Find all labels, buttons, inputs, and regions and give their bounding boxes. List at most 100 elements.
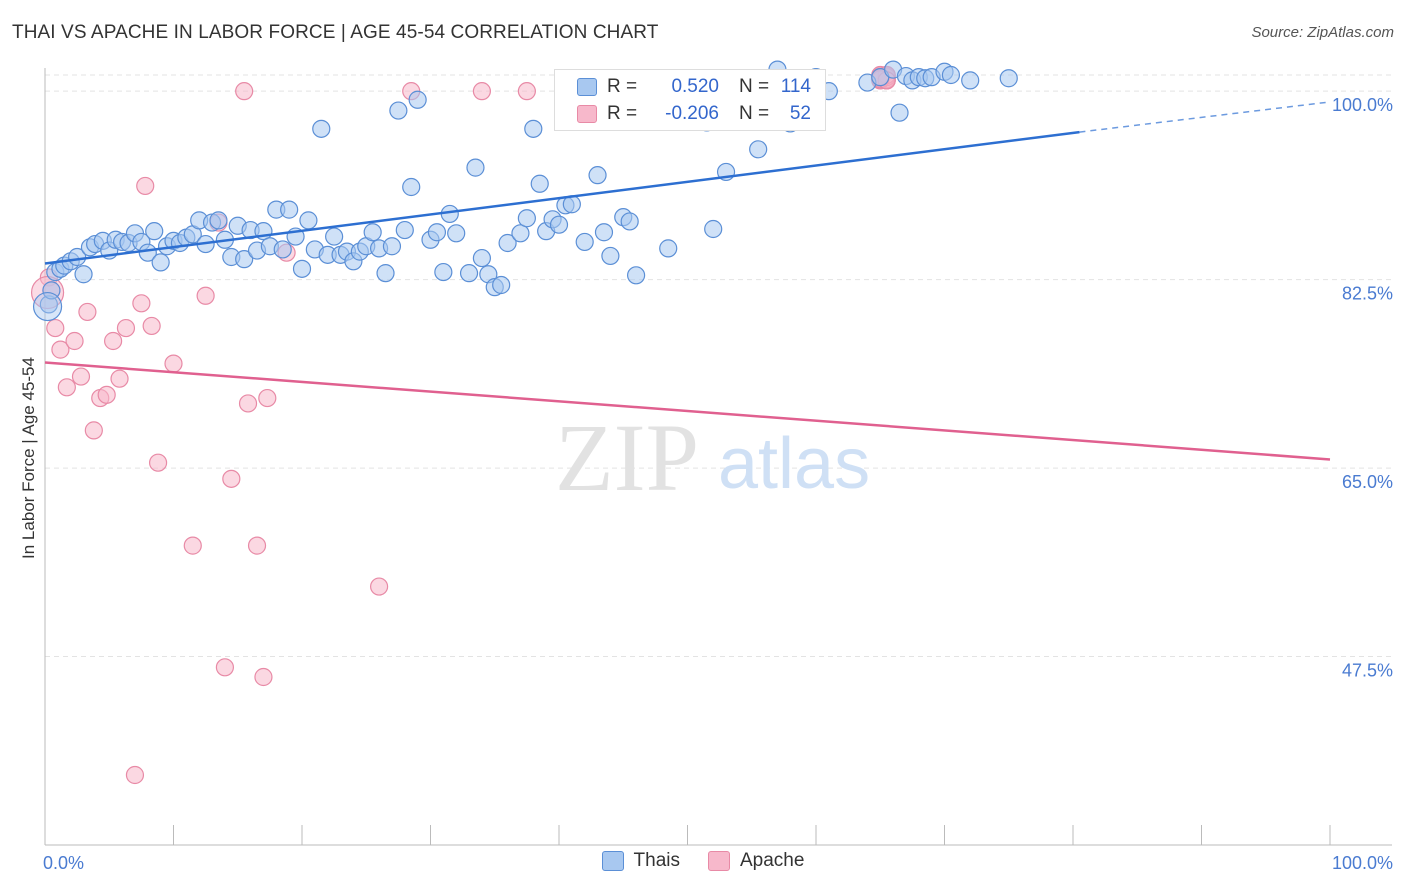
thai-point	[292, 259, 312, 278]
thai-point	[408, 90, 427, 109]
thai-point	[511, 224, 530, 243]
apache-point	[142, 316, 161, 336]
thai-point	[74, 265, 93, 284]
thai-point	[961, 71, 980, 90]
thai-point	[376, 264, 395, 283]
thai-point	[999, 69, 1018, 88]
apache-point	[125, 765, 145, 785]
apache-point	[472, 82, 491, 101]
thai-point	[434, 262, 453, 282]
n-label: N =	[739, 103, 770, 124]
correlation-legend: R = 0.520 N = 114 R = -0.206 N = 52	[554, 69, 826, 131]
apache-point	[247, 536, 267, 555]
thai-point	[749, 140, 768, 159]
apache-point	[71, 367, 91, 386]
thai-point	[626, 266, 646, 285]
watermark: ZIP atlas	[555, 404, 870, 511]
apache-point	[517, 82, 536, 101]
watermark-zip: ZIP	[555, 404, 699, 511]
apache-swatch-icon	[577, 105, 597, 123]
apache-point	[254, 667, 273, 687]
thai-point	[524, 119, 543, 138]
apache-point	[258, 388, 277, 408]
thai-point	[704, 219, 723, 239]
legend-item-apache[interactable]: Apache	[708, 850, 804, 872]
chart-title: THAI VS APACHE IN LABOR FORCE | AGE 45-5…	[12, 22, 659, 43]
thai-point	[68, 247, 87, 267]
apache-point	[370, 577, 389, 596]
thai-point	[459, 264, 479, 283]
apache-point	[238, 394, 258, 413]
thai-point	[941, 65, 961, 85]
apache-point	[136, 176, 155, 196]
thai-point	[530, 174, 549, 193]
grid	[45, 74, 1392, 658]
thai-point	[402, 177, 421, 197]
thai-point	[659, 239, 678, 258]
thai-point	[890, 103, 909, 122]
apache-point	[84, 421, 103, 440]
r-value: -0.206	[665, 103, 719, 124]
legend-label: Apache	[740, 850, 805, 871]
legend-item-thais[interactable]: Thais	[601, 850, 680, 872]
thai-point	[427, 223, 447, 242]
apache-legend-icon	[708, 851, 730, 871]
thai-trend-extension	[1079, 101, 1331, 133]
y-tick-label: 47.5%	[1342, 661, 1393, 681]
apache-point	[78, 302, 97, 322]
x-tick-label: 100.0%	[1332, 853, 1393, 873]
thai-point	[466, 158, 485, 177]
apache-point	[65, 331, 84, 351]
apache-point	[57, 378, 76, 397]
y-axis-label: In Labor Force | Age 45-54	[19, 357, 38, 559]
thai-point	[382, 237, 402, 256]
thai-point	[395, 220, 414, 240]
thai-point	[549, 215, 569, 234]
apache-point	[222, 469, 241, 488]
thai-point	[620, 212, 639, 231]
apache-trend-line	[44, 361, 1331, 461]
apache-point	[104, 331, 123, 351]
tick-labels: 47.5% 65.0% 82.5% 100.0% 0.0% 100.0%	[43, 95, 1393, 873]
thai-point	[280, 200, 299, 219]
thai-point	[492, 275, 511, 295]
y-tick-label: 100.0%	[1332, 95, 1393, 115]
thai-point	[145, 222, 164, 241]
thai-point	[601, 246, 620, 266]
thai-point	[325, 227, 344, 246]
source-label: Source: ZipAtlas.com	[1251, 24, 1394, 41]
thai-point	[273, 240, 292, 259]
n-value: 52	[789, 103, 811, 124]
apache-point	[148, 453, 168, 472]
apache-point	[116, 318, 136, 338]
thai-point	[235, 250, 254, 269]
thai-point	[575, 232, 594, 252]
thai-point	[594, 223, 614, 242]
apache-point	[215, 658, 234, 677]
thai-point-large	[32, 291, 63, 322]
apache-point	[97, 385, 116, 404]
thai-point	[447, 224, 466, 243]
n-value: 114	[780, 76, 811, 97]
x-tick-label: 0.0%	[43, 853, 84, 873]
r-value: 0.520	[671, 76, 719, 97]
axes	[44, 68, 1392, 846]
watermark-atlas: atlas	[718, 424, 870, 504]
thai-point	[299, 211, 318, 230]
apache-point	[46, 318, 65, 338]
thai-trend-line	[44, 130, 1080, 265]
thais-legend-icon	[601, 851, 624, 871]
thais-swatch-icon	[577, 78, 597, 96]
r-label: R =	[607, 103, 638, 124]
legend-label: Thais	[633, 850, 680, 871]
legend-row-apache: R = -0.206 N = 52	[577, 102, 811, 126]
y-tick-label: 65.0%	[1342, 472, 1393, 492]
trend-lines	[44, 101, 1331, 461]
apache-point	[235, 82, 254, 101]
apache-point	[164, 354, 183, 373]
y-tick-label: 82.5%	[1342, 284, 1393, 304]
apache-point	[132, 294, 151, 313]
thai-point	[472, 248, 491, 268]
apache-point	[110, 369, 129, 388]
